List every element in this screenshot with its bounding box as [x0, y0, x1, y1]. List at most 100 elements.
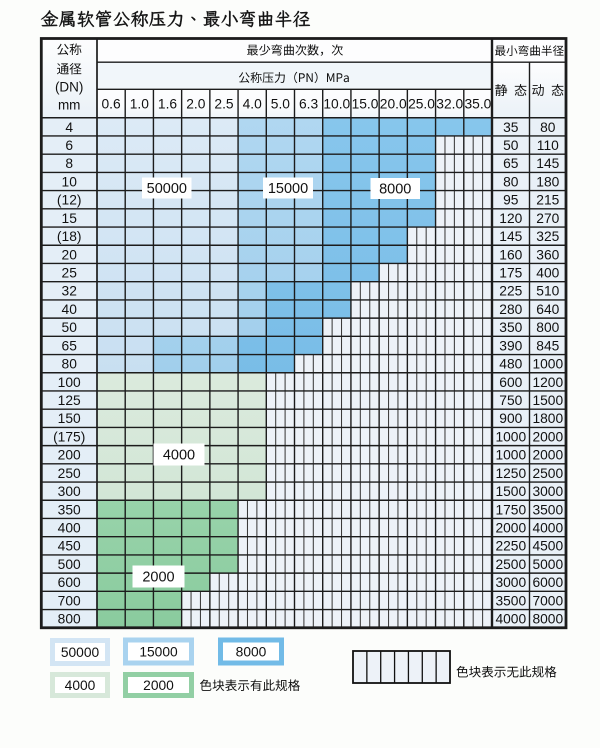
svg-text:10: 10	[62, 174, 78, 189]
svg-text:1250: 1250	[495, 466, 526, 481]
svg-text:1000: 1000	[495, 429, 526, 444]
svg-text:2500: 2500	[495, 557, 526, 572]
svg-text:400: 400	[536, 266, 559, 281]
svg-text:270: 270	[536, 211, 559, 226]
svg-text:1.0: 1.0	[130, 96, 150, 111]
svg-text:215: 215	[536, 193, 559, 208]
svg-text:4000: 4000	[163, 447, 195, 463]
svg-text:35.0: 35.0	[464, 96, 491, 111]
svg-text:450: 450	[58, 539, 81, 554]
svg-text:1000: 1000	[532, 357, 563, 372]
svg-text:600: 600	[499, 375, 522, 390]
svg-text:65: 65	[62, 338, 78, 353]
svg-text:900: 900	[499, 411, 522, 426]
svg-text:8000: 8000	[379, 181, 411, 197]
svg-text:4500: 4500	[532, 539, 563, 554]
svg-text:95: 95	[503, 193, 519, 208]
svg-text:25: 25	[62, 266, 78, 281]
svg-text:180: 180	[536, 174, 559, 189]
svg-text:1500: 1500	[495, 484, 526, 499]
svg-text:175: 175	[499, 266, 522, 281]
svg-text:325: 325	[536, 229, 559, 244]
svg-text:500: 500	[58, 557, 81, 572]
svg-text:750: 750	[499, 393, 522, 408]
svg-text:65: 65	[503, 156, 519, 171]
svg-text:600: 600	[58, 575, 81, 590]
svg-text:2000: 2000	[495, 521, 526, 536]
svg-text:145: 145	[536, 156, 559, 171]
svg-text:250: 250	[58, 466, 81, 481]
svg-text:80: 80	[503, 174, 519, 189]
svg-text:280: 280	[499, 302, 522, 317]
svg-text:5000: 5000	[532, 557, 563, 572]
svg-text:200: 200	[58, 448, 81, 463]
svg-text:25.0: 25.0	[408, 96, 435, 111]
svg-text:2000: 2000	[143, 678, 174, 693]
svg-text:2.0: 2.0	[186, 96, 206, 111]
svg-text:6: 6	[65, 138, 73, 153]
svg-text:(DN): (DN)	[55, 80, 84, 95]
svg-text:350: 350	[499, 320, 522, 335]
svg-text:15000: 15000	[139, 644, 178, 659]
svg-text:4000: 4000	[495, 612, 526, 627]
svg-text:(18): (18)	[57, 229, 82, 244]
svg-text:800: 800	[58, 612, 81, 627]
svg-text:32.0: 32.0	[436, 96, 463, 111]
svg-text:15.0: 15.0	[352, 96, 379, 111]
svg-text:20: 20	[62, 247, 78, 262]
svg-text:50: 50	[62, 320, 78, 335]
svg-text:10.0: 10.0	[323, 96, 350, 111]
svg-text:(175): (175)	[53, 429, 85, 444]
svg-text:8000: 8000	[532, 612, 563, 627]
svg-text:3500: 3500	[532, 502, 563, 517]
svg-text:700: 700	[58, 593, 81, 608]
svg-text:110: 110	[537, 138, 559, 153]
svg-text:360: 360	[536, 247, 559, 262]
svg-text:(12): (12)	[57, 193, 82, 208]
svg-text:125: 125	[58, 393, 81, 408]
svg-text:3000: 3000	[532, 484, 563, 499]
svg-text:8: 8	[65, 156, 73, 171]
svg-text:480: 480	[499, 357, 522, 372]
svg-text:4000: 4000	[532, 521, 563, 536]
svg-text:100: 100	[58, 375, 81, 390]
svg-text:400: 400	[58, 521, 81, 536]
svg-text:6000: 6000	[532, 575, 563, 590]
svg-text:300: 300	[58, 484, 81, 499]
svg-text:6.3: 6.3	[299, 96, 319, 111]
svg-text:2250: 2250	[495, 539, 526, 554]
svg-text:1.6: 1.6	[158, 96, 178, 111]
svg-text:4: 4	[65, 120, 73, 135]
svg-text:390: 390	[499, 338, 522, 353]
svg-text:120: 120	[499, 211, 522, 226]
svg-text:2500: 2500	[532, 466, 563, 481]
svg-text:80: 80	[540, 120, 556, 135]
svg-text:3000: 3000	[495, 575, 526, 590]
svg-text:50: 50	[503, 138, 519, 153]
svg-text:800: 800	[536, 320, 559, 335]
svg-text:4000: 4000	[65, 678, 96, 693]
svg-text:150: 150	[58, 411, 81, 426]
svg-text:1000: 1000	[495, 448, 526, 463]
svg-text:15: 15	[62, 211, 78, 226]
svg-text:2000: 2000	[142, 569, 174, 585]
svg-text:160: 160	[499, 247, 522, 262]
svg-text:50000: 50000	[147, 181, 187, 197]
svg-text:8000: 8000	[236, 644, 267, 659]
svg-text:35: 35	[503, 120, 519, 135]
svg-text:1750: 1750	[495, 502, 526, 517]
svg-text:4.0: 4.0	[243, 96, 263, 111]
svg-text:225: 225	[499, 284, 522, 299]
svg-text:3500: 3500	[495, 593, 526, 608]
svg-text:2000: 2000	[532, 429, 563, 444]
svg-text:40: 40	[62, 302, 78, 317]
svg-text:50000: 50000	[61, 645, 100, 660]
svg-text:15000: 15000	[268, 181, 308, 197]
svg-text:350: 350	[58, 502, 81, 517]
svg-text:145: 145	[499, 229, 522, 244]
svg-text:845: 845	[536, 338, 559, 353]
svg-text:1200: 1200	[532, 375, 563, 390]
svg-text:2000: 2000	[532, 448, 563, 463]
svg-text:510: 510	[536, 284, 559, 299]
svg-text:640: 640	[536, 302, 559, 317]
